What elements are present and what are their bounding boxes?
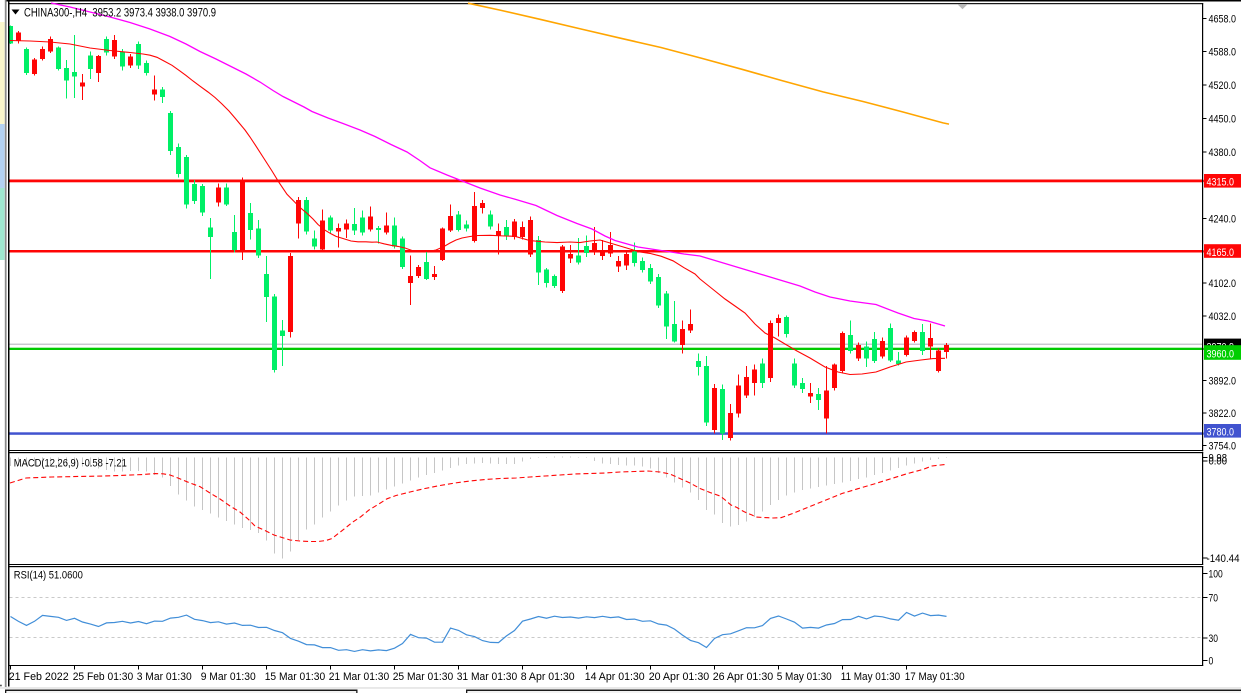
svg-text:3 Mar 01:30: 3 Mar 01:30 [137, 671, 192, 683]
svg-text:3892.0: 3892.0 [1209, 376, 1237, 388]
svg-text:25 Feb 01:30: 25 Feb 01:30 [73, 671, 134, 683]
svg-text:3822.0: 3822.0 [1209, 408, 1237, 420]
svg-text:17 May 01:30: 17 May 01:30 [905, 671, 965, 683]
svg-text:-140.44: -140.44 [1207, 553, 1240, 565]
svg-text:3754.0: 3754.0 [1209, 440, 1237, 452]
svg-text:0: 0 [1209, 655, 1214, 667]
svg-text:70: 70 [1209, 593, 1219, 605]
svg-text:4240.0: 4240.0 [1209, 214, 1237, 226]
svg-text:0.00: 0.00 [1209, 456, 1228, 468]
svg-text:5 May 01:30: 5 May 01:30 [777, 671, 832, 683]
svg-text:100: 100 [1209, 569, 1223, 581]
svg-text:CHINA300-,H4 3953.2 3973.4 39: CHINA300-,H4 3953.2 3973.4 3938.0 3970.9 [24, 8, 216, 20]
svg-text:25 Mar 01:30: 25 Mar 01:30 [393, 671, 454, 683]
svg-text:4588.0: 4588.0 [1209, 47, 1237, 59]
svg-text:4165.0: 4165.0 [1207, 247, 1235, 259]
svg-text:21 Feb 2022: 21 Feb 2022 [9, 671, 69, 683]
svg-text:4658.0: 4658.0 [1209, 14, 1237, 26]
svg-text:3960.0: 3960.0 [1207, 348, 1235, 360]
svg-text:RSI(14) 51.0600: RSI(14) 51.0600 [14, 570, 83, 582]
svg-text:4315.0: 4315.0 [1207, 177, 1235, 189]
svg-text:4450.0: 4450.0 [1209, 114, 1237, 126]
svg-text:4520.0: 4520.0 [1209, 80, 1237, 92]
svg-text:8 Apr 01:30: 8 Apr 01:30 [521, 671, 575, 683]
svg-text:9.98: 9.98 [1209, 453, 1228, 465]
svg-text:MACD(12,26,9) -0.58 -7.21: MACD(12,26,9) -0.58 -7.21 [14, 458, 127, 470]
svg-text:30: 30 [1209, 633, 1219, 645]
svg-text:31 Mar 01:30: 31 Mar 01:30 [457, 671, 518, 683]
svg-text:3780.0: 3780.0 [1207, 427, 1235, 439]
svg-text:11 May 01:30: 11 May 01:30 [841, 671, 901, 683]
svg-text:20 Apr 01:30: 20 Apr 01:30 [649, 671, 710, 683]
svg-text:26 Apr 01:30: 26 Apr 01:30 [713, 671, 774, 683]
svg-text:4102.0: 4102.0 [1209, 278, 1237, 290]
svg-text:4380.0: 4380.0 [1209, 147, 1237, 159]
svg-text:4032.0: 4032.0 [1209, 311, 1237, 323]
svg-text:9 Mar 01:30: 9 Mar 01:30 [201, 671, 256, 683]
svg-text:14 Apr 01:30: 14 Apr 01:30 [585, 671, 645, 683]
svg-text:15 Mar 01:30: 15 Mar 01:30 [265, 671, 326, 683]
svg-text:21 Mar 01:30: 21 Mar 01:30 [329, 671, 390, 683]
